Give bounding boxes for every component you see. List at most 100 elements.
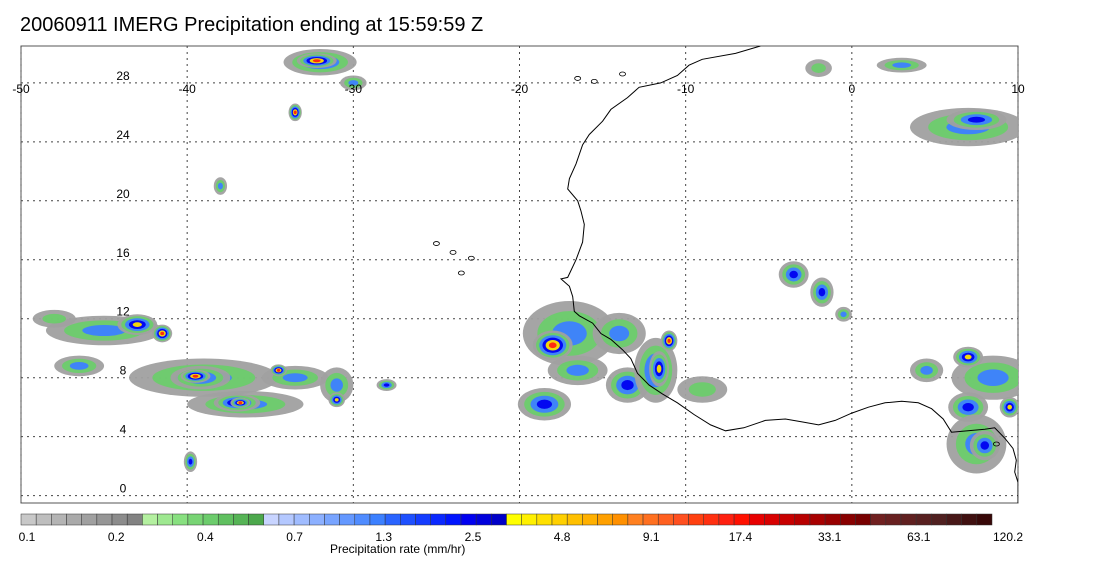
lon-tick-label: -10 (677, 82, 695, 96)
colorbar-tick-label: 4.8 (554, 530, 571, 544)
lon-tick-label: -30 (345, 82, 363, 96)
colorbar-title: Precipitation rate (mm/hr) (330, 542, 466, 556)
precip-cell (948, 392, 989, 422)
colorbar-swatch (263, 513, 280, 526)
precip-cell (835, 306, 852, 322)
colorbar-swatch (733, 513, 750, 526)
colorbar-tick-label: 63.1 (907, 530, 931, 544)
precip-cell (183, 451, 198, 473)
colorbar-swatch (642, 513, 659, 526)
colorbar-swatch (536, 513, 553, 526)
longitude-tick-labels: -50 -40 -30 -20 -10 0 10 (12, 82, 1025, 96)
lon-tick-label: 0 (848, 82, 855, 96)
colorbar-swatch (566, 513, 583, 526)
precip-cell (32, 309, 76, 328)
precip-cell (180, 369, 211, 383)
lon-tick-label: -20 (511, 82, 529, 96)
colorbar-swatch (976, 513, 993, 526)
precip-contour (312, 59, 321, 63)
colorbar-swatch (582, 513, 598, 526)
colorbar-swatch (931, 513, 947, 526)
colorbar-swatch (96, 513, 113, 526)
precip-contour (892, 62, 912, 68)
latitude-tick-labels: 28 24 20 16 12 8 4 0 (116, 69, 130, 496)
colorbar-swatch (35, 513, 52, 526)
colorbar-tick-label: 0.1 (19, 530, 36, 544)
precip-contour (1007, 404, 1012, 410)
precip-contour (667, 338, 671, 343)
precip-contour (840, 311, 847, 318)
precip-contour (192, 374, 199, 378)
colorbar-swatch (233, 513, 249, 526)
precip-cell (376, 379, 397, 391)
colorbar-swatch (597, 513, 613, 526)
precip-contour (348, 80, 359, 86)
precip-contour (967, 116, 986, 123)
colorbar-swatch (369, 513, 386, 526)
colorbar-tick-label: 1.3 (375, 530, 392, 544)
island (619, 71, 626, 77)
lat-tick-label: 8 (120, 364, 127, 378)
colorbar-tick-label: 120.2 (993, 530, 1023, 544)
precip-contour (980, 441, 990, 450)
colorbar-swatch (475, 513, 492, 526)
island (590, 78, 598, 84)
island (992, 441, 1000, 447)
colorbar-swatch (339, 513, 356, 526)
colorbar-swatch (840, 513, 856, 526)
colorbar-swatch (627, 513, 644, 526)
precip-contour (548, 342, 557, 349)
colorbar-tick-label: 33.1 (818, 530, 842, 544)
colorbar-swatch (157, 513, 173, 526)
colorbar-swatch (946, 513, 962, 526)
colorbar-swatch (688, 513, 704, 526)
precip-contour (82, 324, 126, 337)
precip-contour (238, 401, 243, 405)
colorbar-swatch (703, 513, 720, 526)
colorbar-tick-label: 0.4 (197, 530, 214, 544)
island (467, 255, 475, 261)
precip-cell (810, 277, 834, 307)
precip-cell (296, 53, 337, 69)
colorbar-swatch (217, 513, 234, 526)
precip-cell (951, 355, 1018, 400)
precip-cell (320, 367, 354, 403)
colorbar-swatch (900, 513, 917, 526)
colorbar-swatch (384, 513, 401, 526)
colorbar-swatch (612, 513, 629, 526)
island (449, 249, 457, 255)
precip-cell (909, 358, 944, 383)
precip-cell (778, 261, 809, 288)
colorbar-swatch (202, 513, 219, 526)
precip-contour (383, 383, 390, 387)
precip-contour (964, 354, 972, 360)
precip-contour (536, 399, 553, 409)
colorbar-swatch (278, 513, 295, 526)
colorbar-swatch (521, 513, 538, 526)
precip-cell (969, 430, 1000, 461)
colorbar-swatches (20, 513, 993, 526)
lat-tick-label: 0 (120, 482, 127, 496)
precip-contour (276, 368, 281, 372)
precip-cell (946, 109, 1007, 131)
colorbar-swatch (51, 513, 67, 526)
precip-cell (517, 388, 572, 421)
colorbar-swatch (430, 513, 447, 526)
precip-contour (621, 380, 634, 391)
precip-cell (213, 177, 228, 195)
colorbar-swatch (855, 513, 871, 526)
precip-contour (609, 325, 630, 342)
colorbar-swatch (142, 513, 158, 526)
colorbar-swatch (309, 513, 325, 526)
colorbar-swatch (172, 513, 189, 526)
colorbar-swatch (81, 513, 98, 526)
colorbar-swatch (324, 513, 340, 526)
colorbar-swatch (293, 513, 310, 526)
precip-cell (340, 75, 367, 91)
precip-contour (334, 398, 339, 402)
precipitation-field (32, 48, 1018, 474)
colorbar-swatch (749, 513, 765, 526)
colorbar-swatch (870, 513, 887, 526)
precip-contour (656, 364, 662, 373)
